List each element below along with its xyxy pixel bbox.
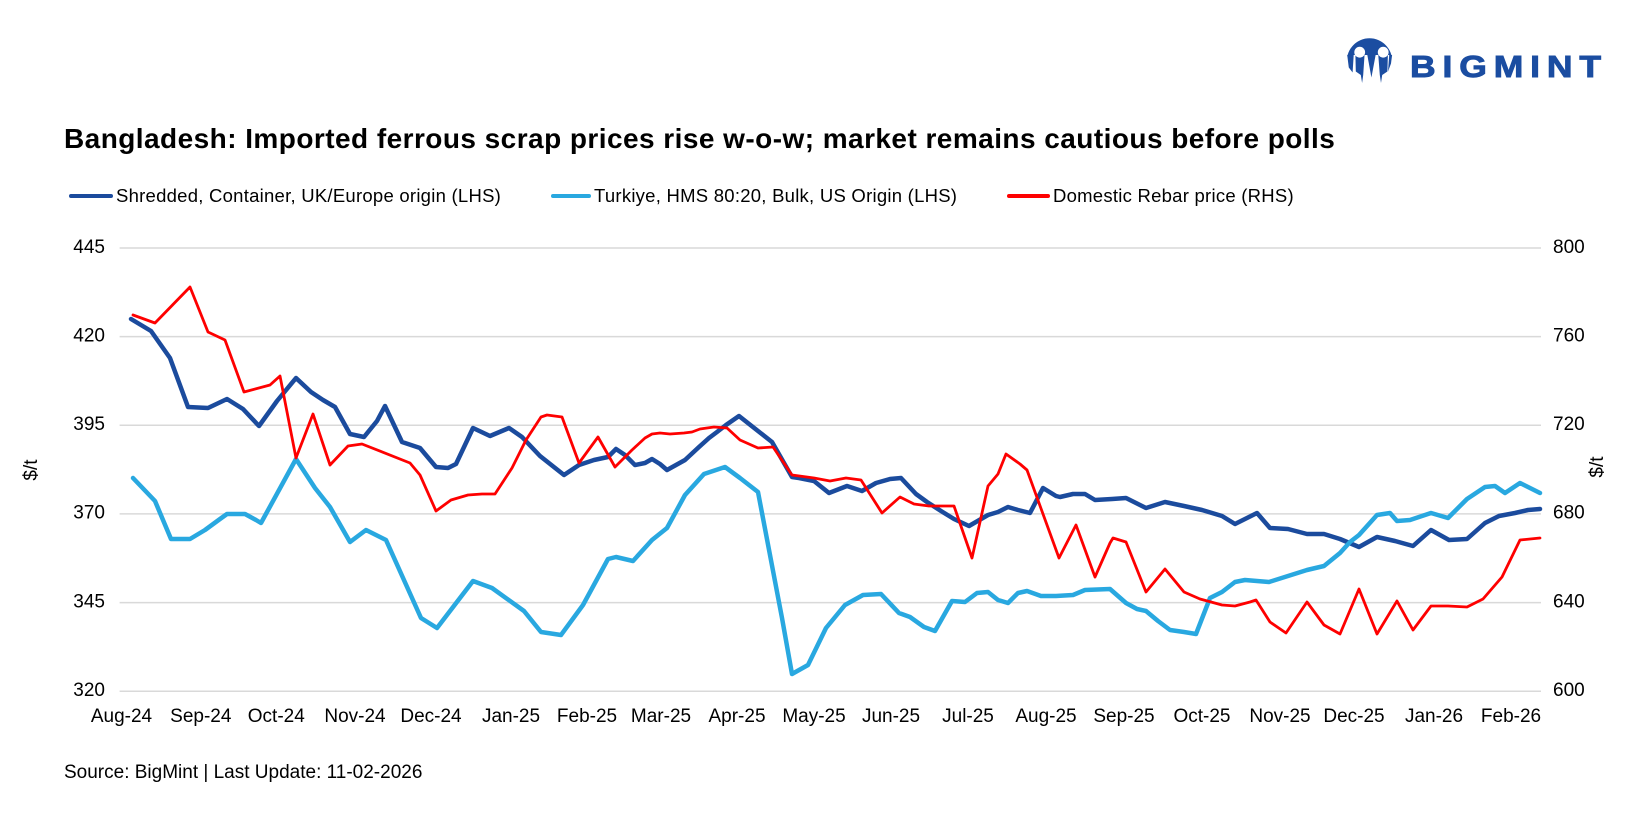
svg-text:Jun-25: Jun-25 — [862, 706, 920, 727]
svg-text:BIGMINT: BIGMINT — [1410, 49, 1608, 84]
svg-text:Nov-25: Nov-25 — [1249, 706, 1310, 727]
svg-text:370: 370 — [73, 503, 105, 524]
svg-text:$/t: $/t — [1587, 456, 1608, 478]
svg-text:600: 600 — [1553, 680, 1585, 701]
svg-text:Sep-24: Sep-24 — [170, 706, 232, 727]
svg-text:640: 640 — [1553, 591, 1585, 612]
svg-text:Nov-24: Nov-24 — [324, 706, 386, 727]
svg-text:395: 395 — [73, 414, 105, 435]
svg-text:760: 760 — [1553, 325, 1585, 346]
svg-text:680: 680 — [1553, 503, 1585, 524]
svg-text:320: 320 — [73, 680, 105, 701]
svg-text:445: 445 — [73, 237, 105, 258]
svg-text:Aug-25: Aug-25 — [1015, 706, 1076, 727]
svg-text:Jan-26: Jan-26 — [1405, 706, 1463, 727]
svg-text:Feb-25: Feb-25 — [557, 706, 617, 727]
svg-text:Jul-25: Jul-25 — [942, 706, 994, 727]
svg-text:May-25: May-25 — [782, 706, 845, 727]
svg-text:Feb-26: Feb-26 — [1481, 706, 1541, 727]
svg-text:$/t: $/t — [21, 459, 42, 481]
svg-text:Jan-25: Jan-25 — [482, 706, 540, 727]
svg-text:Dec-25: Dec-25 — [1323, 706, 1384, 727]
svg-text:Sep-25: Sep-25 — [1093, 706, 1154, 727]
svg-text:420: 420 — [73, 325, 105, 346]
svg-text:Aug-24: Aug-24 — [91, 706, 153, 727]
svg-text:Apr-25: Apr-25 — [708, 706, 765, 727]
svg-text:345: 345 — [73, 591, 105, 612]
svg-text:720: 720 — [1553, 414, 1585, 435]
svg-text:Oct-25: Oct-25 — [1173, 706, 1230, 727]
svg-text:Oct-24: Oct-24 — [248, 706, 305, 727]
svg-text:800: 800 — [1553, 237, 1585, 258]
svg-text:Dec-24: Dec-24 — [400, 706, 462, 727]
svg-text:Mar-25: Mar-25 — [631, 706, 691, 727]
